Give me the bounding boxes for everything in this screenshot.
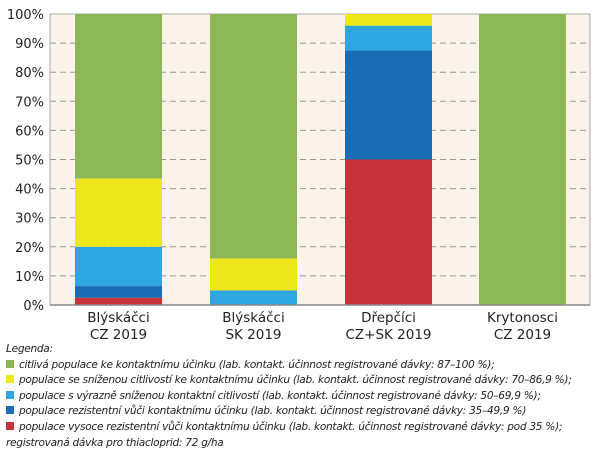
bar-segment-yellow bbox=[75, 178, 162, 247]
x-category-label: Blýskáčci bbox=[87, 310, 149, 326]
bar-segment-lightblue bbox=[210, 290, 297, 305]
bar-segment-lightblue bbox=[345, 25, 432, 51]
legend-text: populace s výrazně sníženou kontaktní ci… bbox=[19, 389, 541, 402]
bar-segment-green bbox=[210, 14, 297, 259]
y-tick-label: 90% bbox=[15, 37, 44, 52]
legend-text: citlivá populace ke kontaktnímu účinku (… bbox=[19, 358, 495, 371]
legend-item: populace rezistentní vůči kontaktnímu úč… bbox=[6, 404, 572, 420]
bar-segment-green bbox=[75, 14, 162, 179]
legend-item: populace se sníženou citlivostí ke konta… bbox=[6, 373, 572, 389]
bar-segment-red bbox=[345, 159, 432, 305]
legend-text: populace rezistentní vůči kontaktnímu úč… bbox=[19, 405, 527, 418]
bar-segment-yellow bbox=[345, 14, 432, 26]
y-tick-label: 0% bbox=[23, 299, 44, 314]
bar-segment-darkblue bbox=[345, 50, 432, 160]
legend-items: citlivá populace ke kontaktnímu účinku (… bbox=[6, 358, 572, 436]
x-category-label: Krytonosci bbox=[487, 310, 558, 326]
bar-segment-lightblue bbox=[75, 246, 162, 287]
y-tick-label: 70% bbox=[15, 95, 44, 110]
legend-item: populace vysoce rezistentní vůči kontakt… bbox=[6, 420, 572, 436]
x-category-label: Blýskáčci bbox=[222, 310, 284, 326]
bar-segment-green bbox=[479, 14, 566, 305]
y-tick-label: 80% bbox=[15, 66, 44, 81]
legend-title: Legenda: bbox=[6, 343, 53, 355]
legend-item: populace s výrazně sníženou kontaktní ci… bbox=[6, 389, 572, 405]
y-tick-label: 40% bbox=[15, 183, 44, 198]
legend-note: registrovaná dávka pro thiacloprid: 72 g… bbox=[6, 436, 224, 449]
y-tick-label: 60% bbox=[15, 124, 44, 139]
legend-item: citlivá populace ke kontaktnímu účinku (… bbox=[6, 358, 572, 374]
legend-text: populace se sníženou citlivostí ke konta… bbox=[19, 374, 572, 387]
y-tick-label: 50% bbox=[15, 154, 44, 169]
legend-swatch bbox=[6, 359, 14, 368]
legend-swatch bbox=[6, 421, 14, 430]
stacked-bar-chart: 0% 10% 20% 30% 40% 50% 60% 70% 80% 90% 100% Blýskáč… bbox=[7, 8, 591, 340]
y-tick-label: 100% bbox=[7, 8, 44, 23]
bar-segment-yellow bbox=[210, 258, 297, 291]
y-tick-label: 10% bbox=[15, 270, 44, 285]
x-category-label: SK 2019 bbox=[225, 327, 281, 340]
legend-text: populace vysoce rezistentní vůči kontakt… bbox=[19, 420, 563, 433]
x-category-label: CZ 2019 bbox=[494, 327, 551, 340]
legend-swatch bbox=[6, 406, 14, 415]
bar-segment-darkblue bbox=[75, 286, 162, 298]
legend-swatch bbox=[6, 390, 14, 399]
x-category-label: CZ+SK 2019 bbox=[345, 327, 431, 340]
bar-segment-red bbox=[75, 297, 162, 305]
legend: Legenda: citlivá populace ke kontaktnímu… bbox=[6, 342, 572, 451]
legend-swatch bbox=[6, 375, 14, 384]
y-tick-label: 20% bbox=[15, 241, 44, 256]
y-tick-label: 30% bbox=[15, 212, 44, 227]
x-category-label: CZ 2019 bbox=[90, 327, 147, 340]
x-category-label: Dřepčíci bbox=[361, 310, 416, 326]
